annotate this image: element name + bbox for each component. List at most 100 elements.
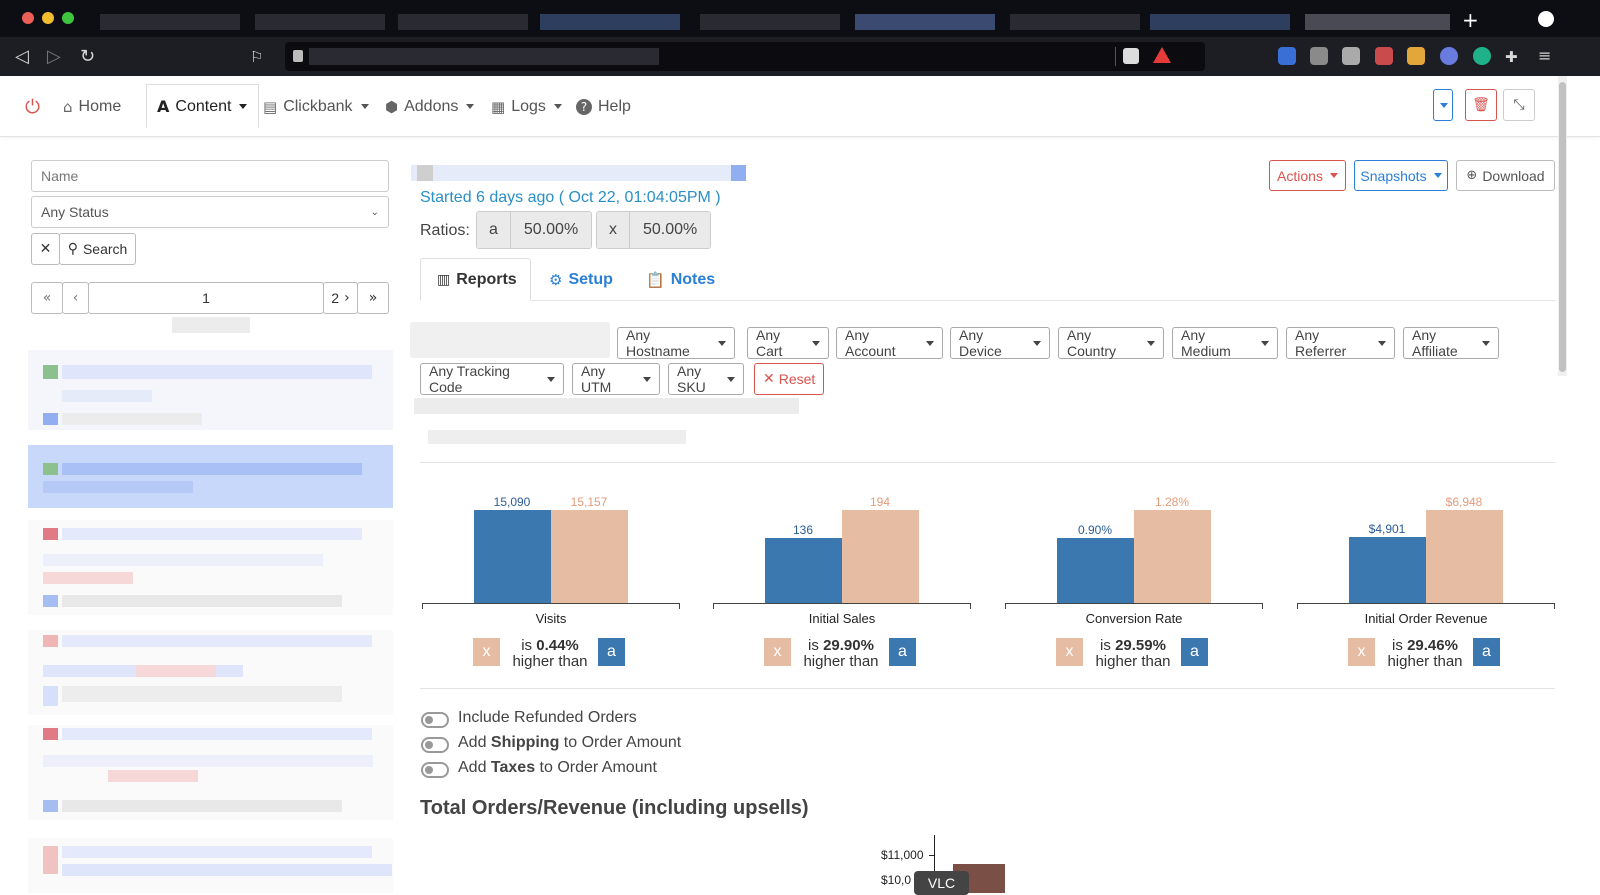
compress-button[interactable]: ⤡	[1503, 89, 1535, 121]
name-search-input[interactable]: Name	[31, 160, 389, 192]
search-button[interactable]: ⚲ Search	[59, 233, 136, 265]
forward-icon[interactable]: ▷	[47, 46, 61, 67]
extension-icon[interactable]	[1375, 47, 1393, 65]
filter-dropdown[interactable]: Any Account	[836, 327, 943, 359]
metric-name: Initial Order Revenue	[1364, 611, 1488, 626]
scrollbar-thumb[interactable]	[1559, 82, 1566, 372]
filter-dropdown[interactable]: Any Tracking Code	[420, 363, 564, 395]
compress-icon: ⤡	[1513, 97, 1525, 113]
filter-dropdown[interactable]: Any UTM	[572, 363, 660, 395]
redacted-date-filter[interactable]	[410, 322, 610, 358]
reset-filters-button[interactable]: ✕ Reset	[754, 363, 825, 395]
filter-dropdown[interactable]: Any Affiliate	[1403, 327, 1499, 359]
delete-button[interactable]: 🗑	[1465, 89, 1497, 121]
tab-notes[interactable]: 📋 Notes	[646, 258, 715, 301]
nav-help[interactable]: ? Help	[576, 76, 631, 137]
list-item[interactable]	[28, 630, 393, 715]
tab-setup[interactable]: ⚙ Setup	[549, 258, 613, 301]
started-timestamp: Started 6 days ago ( Oct 22, 01:04:05PM …	[420, 189, 721, 206]
redacted-text	[136, 665, 216, 677]
name-placeholder: Name	[41, 168, 79, 184]
nav-clickbank-label: Clickbank	[283, 97, 353, 115]
list-item[interactable]	[28, 838, 393, 893]
browser-tab[interactable]	[100, 14, 240, 30]
bar-a	[1134, 510, 1211, 603]
brave-shield-icon[interactable]	[1123, 48, 1139, 64]
new-tab-icon[interactable]: +	[1462, 8, 1479, 32]
tab-reports-bg	[420, 258, 531, 301]
tab-menu-icon[interactable]	[1538, 11, 1554, 27]
list-item[interactable]	[28, 725, 393, 820]
toggle-switch[interactable]	[421, 737, 449, 753]
next-page-button[interactable]: 2 ›	[323, 282, 358, 314]
nav-content[interactable]: A Content	[157, 76, 248, 137]
status-select[interactable]: Any Status ⌄	[31, 196, 389, 228]
y-tick-mark	[929, 855, 934, 856]
reload-icon[interactable]: ↻	[80, 46, 96, 67]
extension-icon[interactable]	[1278, 47, 1296, 65]
y-tick-label: $11,000	[881, 848, 924, 862]
zoom-window-icon[interactable]	[62, 12, 74, 24]
browser-tab[interactable]	[1150, 14, 1290, 30]
nav-logs[interactable]: ▦ Logs	[491, 76, 562, 137]
download-label: Download	[1482, 167, 1545, 184]
extension-icon[interactable]	[1407, 47, 1425, 65]
bookmark-icon[interactable]: ⚐	[250, 48, 264, 66]
dropdown-toggle-button[interactable]	[1433, 89, 1453, 121]
filter-dropdown[interactable]: Any Medium	[1172, 327, 1278, 359]
variant-a-badge: a	[1473, 638, 1500, 666]
filter-dropdown[interactable]: Any Referrer	[1286, 327, 1395, 359]
nav-clickbank[interactable]: ▤ Clickbank	[263, 76, 369, 137]
snapshots-button[interactable]: Snapshots	[1354, 160, 1448, 191]
brave-rewards-icon[interactable]	[1153, 47, 1171, 63]
caret-down-icon	[926, 340, 934, 346]
browser-tab[interactable]	[398, 14, 528, 30]
power-button[interactable]: ⏻	[25, 76, 40, 137]
toggle-label-text: Include Refunded Orders	[458, 709, 637, 726]
nav-content-label: Content	[175, 97, 232, 115]
filter-dropdown[interactable]: Any Hostname	[617, 327, 735, 359]
browser-tab[interactable]	[1010, 14, 1140, 30]
minimize-window-icon[interactable]	[42, 12, 54, 24]
back-icon[interactable]: ◁	[15, 46, 29, 67]
actions-button[interactable]: Actions	[1269, 160, 1346, 191]
extensions-puzzle-icon[interactable]: ✚	[1505, 48, 1518, 66]
filter-dropdown[interactable]: Any SKU	[668, 363, 744, 395]
grammarly-icon[interactable]	[1473, 47, 1491, 65]
toggle-switch[interactable]	[421, 762, 449, 778]
filter-dropdown[interactable]: Any Cart	[747, 327, 829, 359]
tab-reports[interactable]: ▥ Reports	[437, 258, 517, 301]
browser-tab[interactable]	[255, 14, 385, 30]
extension-icon[interactable]	[1440, 47, 1458, 65]
toggle-label-text: to Order Amount	[559, 734, 682, 751]
list-item[interactable]	[28, 520, 393, 615]
browser-tab[interactable]	[855, 14, 995, 30]
nav-home[interactable]: ⌂ Home	[63, 76, 121, 137]
address-bar[interactable]	[285, 42, 1205, 71]
filter-dropdown[interactable]: Any Device	[950, 327, 1050, 359]
prev-page-button[interactable]: ‹	[62, 282, 89, 314]
browser-tab-active[interactable]	[1305, 14, 1450, 30]
toggle-switch[interactable]	[421, 712, 449, 728]
first-page-button[interactable]: «	[31, 282, 63, 314]
search-icon: ⚲	[67, 241, 78, 257]
ratio-x-group: x 50.00%	[596, 211, 712, 249]
last-page-button[interactable]: »	[357, 282, 389, 314]
gear-icon: ⚙	[549, 270, 563, 289]
browser-menu-icon[interactable]: ≡	[1538, 46, 1552, 65]
clear-search-button[interactable]: ✕	[31, 233, 60, 265]
extension-icon[interactable]	[1342, 47, 1360, 65]
close-window-icon[interactable]	[22, 12, 34, 24]
browser-tab[interactable]	[540, 14, 680, 30]
nav-addons[interactable]: ⬢ Addons	[385, 76, 475, 137]
redacted-text	[62, 864, 392, 876]
camera-extension-icon[interactable]	[1310, 47, 1328, 65]
download-button[interactable]: ⊕ Download	[1456, 160, 1555, 191]
filter-dropdown[interactable]: Any Country	[1058, 327, 1164, 359]
toggle-label-text: Add	[458, 759, 491, 776]
browser-tab[interactable]	[700, 14, 840, 30]
list-item-selected[interactable]	[28, 445, 393, 508]
list-item[interactable]	[28, 350, 393, 430]
bar-x	[474, 510, 551, 603]
scrollbar-track[interactable]	[1558, 76, 1567, 376]
